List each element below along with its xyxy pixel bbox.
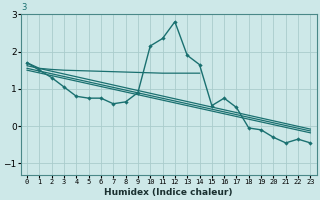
- X-axis label: Humidex (Indice chaleur): Humidex (Indice chaleur): [104, 188, 233, 197]
- Text: 3: 3: [21, 3, 26, 12]
